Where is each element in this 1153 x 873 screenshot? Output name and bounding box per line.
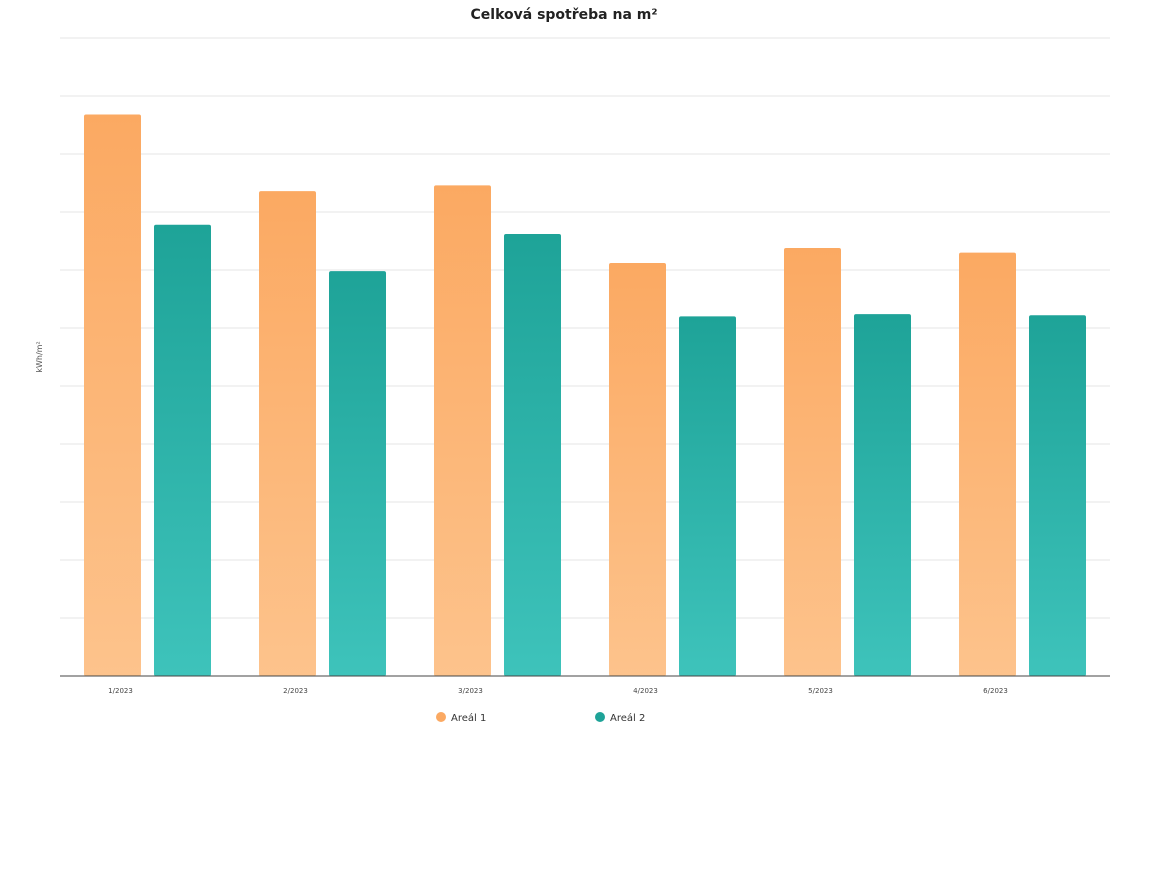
x-tick-label: 5/2023 — [808, 687, 833, 695]
y-axis-label: kWh/m² — [35, 341, 44, 372]
x-tick-label: 3/2023 — [458, 687, 483, 695]
bar-2-6-2023[interactable] — [1029, 315, 1086, 676]
legend-swatch[interactable] — [595, 712, 605, 722]
bar-1-6-2023[interactable] — [959, 252, 1016, 676]
bar-2-5-2023[interactable] — [854, 314, 911, 676]
legend-label[interactable]: Areál 2 — [610, 712, 645, 724]
x-tick-label: 4/2023 — [633, 687, 658, 695]
legend-label[interactable]: Areál 1 — [451, 712, 486, 724]
chart-title: Celková spotřeba na m² — [471, 7, 658, 23]
legend[interactable]: Areál 1 Areál 2 — [436, 712, 645, 724]
x-tick-label: 1/2023 — [108, 687, 133, 695]
legend-swatch[interactable] — [436, 712, 446, 722]
bar-2-3-2023[interactable] — [504, 234, 561, 677]
gridlines — [60, 37, 1110, 619]
bar-1-4-2023[interactable] — [609, 263, 666, 676]
bar-2-4-2023[interactable] — [679, 316, 736, 676]
bar-1-2-2023[interactable] — [259, 191, 316, 676]
x-tick-label: 2/2023 — [283, 687, 308, 695]
bar-2-1-2023[interactable] — [154, 224, 211, 676]
bar-1-3-2023[interactable] — [434, 185, 491, 676]
bar-2-2-2023[interactable] — [329, 271, 386, 676]
bar-1-5-2023[interactable] — [784, 247, 841, 676]
x-tick-label: 6/2023 — [983, 687, 1008, 695]
bars — [84, 114, 1086, 677]
bar-1-1-2023[interactable] — [84, 114, 141, 676]
x-tick-labels: 1/2023 2/2023 3/2023 4/2023 5/2023 6/2023 — [108, 687, 1008, 695]
